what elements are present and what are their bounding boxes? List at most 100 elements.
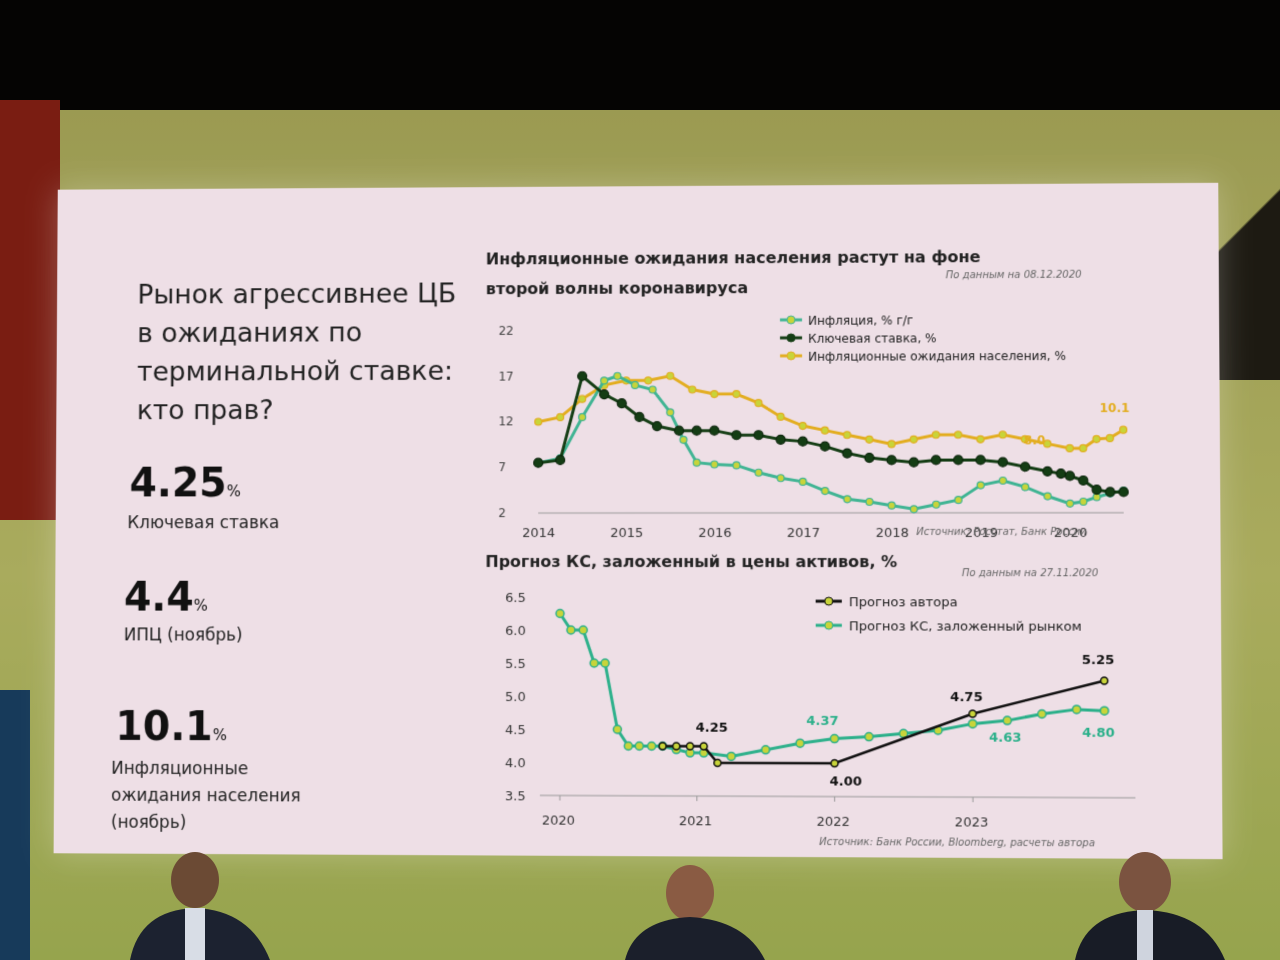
chart1-point bbox=[799, 478, 806, 485]
chart1-point bbox=[693, 459, 700, 466]
chart2-annotation: 4.25 bbox=[696, 721, 728, 736]
chart1-point bbox=[755, 400, 762, 407]
chart1-point bbox=[955, 496, 962, 503]
slide-headline: Рынок агрессивнее ЦБ в ожиданиях по терм… bbox=[137, 274, 463, 430]
chart2-annotation: 4.80 bbox=[1082, 726, 1115, 741]
chart1-legend-label: Инфляционные ожидания населения, % bbox=[808, 349, 1066, 364]
chart2-source: Источник: Банк России, Bloomberg, расчет… bbox=[819, 837, 1095, 849]
background-red-panel bbox=[0, 100, 60, 520]
chart2-market-point bbox=[567, 626, 575, 634]
kpi-key-rate-value: 4.25% bbox=[129, 461, 240, 507]
background-ceiling bbox=[0, 0, 1280, 110]
chart1-point bbox=[617, 399, 626, 408]
chart1-y-tick: 12 bbox=[498, 415, 513, 429]
chart1-point bbox=[1119, 487, 1128, 496]
chart1-point bbox=[843, 449, 852, 458]
chart2-author-line bbox=[663, 680, 1105, 764]
chart2-author-point bbox=[1101, 677, 1108, 684]
chart1-date-note: По данным на 08.12.2020 bbox=[946, 270, 1082, 282]
chart1-point bbox=[645, 377, 652, 384]
chart2-x-tick: 2023 bbox=[955, 815, 989, 830]
chart2-author-point bbox=[831, 760, 838, 767]
chart1-legend-label: Ключевая ставка, % bbox=[808, 331, 936, 346]
chart2-annotation: 4.00 bbox=[830, 774, 862, 789]
chart1-point bbox=[866, 436, 873, 443]
chart1-point bbox=[887, 456, 896, 465]
chart1-point bbox=[632, 382, 639, 389]
chart1-point bbox=[844, 431, 851, 438]
chart1-legend-marker bbox=[787, 352, 795, 360]
kpi-expectations-value: 10.1% bbox=[115, 704, 227, 750]
chart1-point bbox=[689, 386, 696, 393]
chart1-x-tick: 2016 bbox=[698, 526, 731, 541]
chart2-market-point bbox=[1100, 707, 1108, 715]
chart2-y-tick: 5.5 bbox=[505, 657, 526, 672]
chart1-point bbox=[776, 435, 785, 444]
chart2-rate-forecast: 3.5 4.0 4.5 5.0 5.5 6.0 6.5 2020 2021 2022 2023 Про… bbox=[480, 585, 1151, 839]
chart2-y-tick: 4.0 bbox=[505, 756, 526, 771]
chart2-y-tick: 5.0 bbox=[505, 690, 526, 705]
chart1-point bbox=[680, 436, 687, 443]
chart1-point bbox=[1065, 471, 1074, 480]
chart2-market-point bbox=[601, 659, 609, 667]
chart1-point bbox=[799, 422, 806, 429]
chart1-y-tick: 7 bbox=[498, 460, 506, 474]
chart2-market-point bbox=[1038, 710, 1046, 718]
chart1-point bbox=[1021, 462, 1030, 471]
chart1-legend-marker bbox=[787, 316, 795, 324]
chart2-annotation: 4.75 bbox=[950, 690, 983, 705]
chart2-legend-marker bbox=[825, 621, 833, 629]
chart1-x-tick: 2014 bbox=[522, 526, 555, 541]
chart2-market-point bbox=[1073, 705, 1081, 713]
chart2-legend-marker bbox=[825, 597, 833, 605]
chart1-point bbox=[955, 431, 962, 438]
chart1-point bbox=[1120, 426, 1127, 433]
chart2-legend-label: Прогноз КС, заложенный рынком bbox=[849, 619, 1082, 635]
chart1-point bbox=[614, 373, 621, 380]
chart2-market-point bbox=[796, 739, 804, 747]
chart1-point bbox=[557, 414, 564, 421]
chart1-x-tick: 2017 bbox=[787, 526, 820, 541]
chart2-author-point bbox=[969, 710, 976, 717]
chart2-author-point bbox=[714, 759, 721, 766]
chart2-market-point bbox=[830, 735, 838, 743]
chart1-point bbox=[1106, 487, 1115, 496]
chart1-point bbox=[534, 458, 543, 467]
chart1-point bbox=[932, 431, 939, 438]
chart1-point bbox=[635, 413, 644, 422]
chart1-point bbox=[798, 437, 807, 446]
chart2-market-point bbox=[865, 733, 873, 741]
speaker-right bbox=[1075, 850, 1280, 960]
chart1-point bbox=[755, 469, 762, 476]
chart1-point bbox=[1080, 445, 1087, 452]
side-screen bbox=[0, 690, 30, 960]
chart1-point bbox=[535, 418, 542, 425]
chart2-author-point bbox=[673, 743, 680, 750]
chart1-point bbox=[579, 414, 586, 421]
chart1-point bbox=[667, 409, 674, 416]
chart2-market-point bbox=[648, 742, 656, 750]
kpi-key-rate-label: Ключевая ставка bbox=[127, 510, 279, 537]
kpi-cpi-value: 4.4% bbox=[124, 575, 208, 621]
chart2-author-point bbox=[687, 743, 694, 750]
chart1-point bbox=[1080, 498, 1087, 505]
chart1-annotation: 8.0 bbox=[1024, 433, 1046, 447]
chart1-point bbox=[711, 391, 718, 398]
chart2-title: Прогноз КС, заложенный в цены активов, % bbox=[485, 547, 897, 577]
chart1-point bbox=[711, 461, 718, 468]
chart2-market-point bbox=[624, 742, 632, 750]
chart2-x-tick: 2022 bbox=[816, 815, 849, 830]
chart1-legend-marker bbox=[787, 334, 795, 342]
chart1-point bbox=[1066, 500, 1073, 507]
chart1-point bbox=[777, 413, 784, 420]
chart2-y-tick: 6.0 bbox=[505, 624, 526, 639]
chart1-x-tick: 2015 bbox=[610, 526, 643, 541]
chart2-y-tick: 4.5 bbox=[505, 723, 526, 738]
chart1-point bbox=[910, 436, 917, 443]
chart1-point bbox=[1092, 485, 1101, 494]
chart2-author-point bbox=[659, 743, 666, 750]
chart1-y-tick: 22 bbox=[499, 324, 514, 338]
chart1-point bbox=[1079, 476, 1088, 485]
chart1-point bbox=[692, 426, 701, 435]
chart1-point bbox=[910, 506, 917, 513]
